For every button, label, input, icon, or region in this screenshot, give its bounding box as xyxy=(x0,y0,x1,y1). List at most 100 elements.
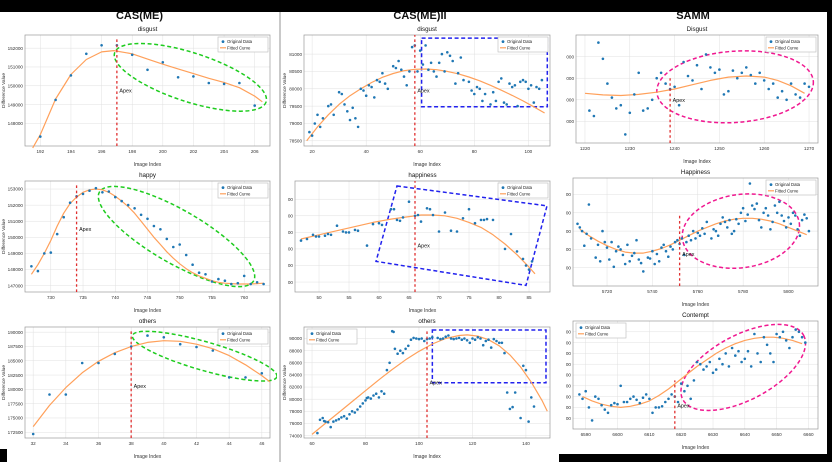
column-samm: SAMM Disgust 1220 1230 1240 1250 1260 1270 000 0… xyxy=(559,12,827,454)
tick-label: 81000 xyxy=(289,52,302,57)
tick-label: 46 xyxy=(259,441,265,446)
tick-label: 6610 xyxy=(644,432,655,437)
tick-label: 196 xyxy=(98,149,106,154)
plot-title: Contempt xyxy=(682,312,709,319)
tick-label: 90000 xyxy=(289,336,302,341)
column-casme: CAS(ME) disgust 192 194 196 198 200 202 204 206 1… xyxy=(0,10,279,462)
tick-label: 190000 xyxy=(8,330,24,335)
plot-title: others xyxy=(418,318,435,325)
scatter-points xyxy=(30,186,265,286)
legend-box xyxy=(217,328,269,345)
tick-label: 151000 xyxy=(8,219,24,224)
tick-label: 187500 xyxy=(8,344,24,349)
tick-label: 147000 xyxy=(8,283,24,288)
tick-label: 148000 xyxy=(8,121,24,126)
tick-label: 177500 xyxy=(8,401,24,406)
top-black-bar xyxy=(0,0,832,12)
x-axis-label: Image Index xyxy=(683,159,711,165)
legend-fitted-curve-label: Fitted Curve xyxy=(227,191,251,196)
y-axis-label: Difference Value xyxy=(1,73,7,108)
legend-fitted-curve-label: Fitted Curve xyxy=(227,337,251,342)
tick-label: 42 xyxy=(194,441,200,446)
legend-original-data-marker xyxy=(501,186,505,189)
annotation-ellipse xyxy=(680,323,807,412)
tick-label: 00 xyxy=(288,280,294,285)
tick-label: 6640 xyxy=(740,432,751,437)
tick-label: 00 xyxy=(566,405,572,410)
tick-label: 6590 xyxy=(581,432,592,437)
legend-original-data-marker xyxy=(769,183,773,186)
tick-label: 150000 xyxy=(8,83,24,88)
tick-label: 79500 xyxy=(289,104,302,109)
x-axis-label: Image Index xyxy=(134,308,162,314)
tick-label: 84000 xyxy=(289,373,302,378)
legend-box xyxy=(306,328,358,345)
legend-original-data-label: Original Data xyxy=(775,39,801,44)
legend-box xyxy=(217,36,269,53)
tick-label: 00 xyxy=(566,384,572,389)
legend-original-data-label: Original Data xyxy=(227,185,253,190)
scatter-points xyxy=(576,182,811,273)
tick-label: 198 xyxy=(128,149,136,154)
column-casme2: CAS(ME)II disgust 20 40 60 80 100 78500 79000 79… xyxy=(281,10,559,462)
x-axis-label: Image Index xyxy=(682,302,710,308)
y-axis-label: Difference Value xyxy=(282,365,288,400)
tick-label: 76000 xyxy=(289,421,302,426)
annotation-rotated-rect xyxy=(375,185,548,287)
x-axis-label: Image Index xyxy=(134,162,162,168)
plot-casme-disgust: disgust 192 194 196 198 200 202 204 206 148000 149… xyxy=(0,22,277,168)
plot-title: Happiness xyxy=(681,169,710,176)
plot-casme-others: others 32 34 36 38 40 42 44 46 172500 175000 177500… xyxy=(0,314,277,460)
legend-original-data-label: Original Data xyxy=(775,182,801,187)
tick-label: 5760 xyxy=(693,289,704,294)
scatter-points xyxy=(31,334,264,436)
tick-label: 1220 xyxy=(580,146,591,151)
tick-label: 735 xyxy=(79,295,87,300)
x-axis-label: Image Index xyxy=(413,454,441,460)
plot-casme2-happiness: happiness 50 55 60 65 70 75 80 85 00 00 00 00 00 00 Ima… xyxy=(281,168,557,314)
plot-title: others xyxy=(139,318,156,325)
tick-label: 755 xyxy=(208,295,216,300)
tick-label: 75 xyxy=(466,295,472,300)
apex-label: Apex xyxy=(79,227,92,233)
fitted-curve xyxy=(300,214,536,275)
tick-label: 34 xyxy=(63,441,69,446)
tick-label: 000 xyxy=(566,119,574,124)
tick-label: 202 xyxy=(190,149,198,154)
tick-label: 80 xyxy=(363,441,369,446)
tick-label: 148000 xyxy=(8,267,24,272)
apex-label: Apex xyxy=(134,384,147,390)
legend-fitted-curve-label: Fitted Curve xyxy=(775,45,799,50)
tick-label: 6630 xyxy=(708,432,719,437)
panel-casme2-happiness: happiness 50 55 60 65 70 75 80 85 00 00 00 00 00 00 Ima… xyxy=(281,168,559,314)
x-axis-label: Image Index xyxy=(413,162,441,168)
tick-label: 120 xyxy=(469,441,477,446)
tick-label: 00 xyxy=(566,340,572,345)
tick-label: 151000 xyxy=(8,65,24,70)
axes-border xyxy=(24,34,271,147)
panel-casme-others: others 32 34 36 38 40 42 44 46 172500 175000 177500… xyxy=(0,314,279,460)
legend-original-data-marker xyxy=(501,40,505,43)
tick-label: 00 xyxy=(566,373,572,378)
plot-title: disgust xyxy=(138,26,158,33)
scatter-points xyxy=(39,44,256,138)
tick-label: 760 xyxy=(240,295,248,300)
axes-border xyxy=(575,34,819,144)
plot-title: disgust xyxy=(417,26,437,33)
legend-fitted-curve-label: Fitted Curve xyxy=(227,45,251,50)
tick-label: 32 xyxy=(31,441,37,446)
legend-original-data-label: Original Data xyxy=(227,331,253,336)
y-axis-label: Difference Value xyxy=(282,73,288,108)
legend-original-data-label: Original Data xyxy=(227,39,253,44)
apex-label: Apex xyxy=(417,89,430,95)
tick-label: 60 xyxy=(376,295,382,300)
legend-original-data-marker xyxy=(769,40,773,43)
tick-label: 204 xyxy=(220,149,228,154)
tick-label: 000 xyxy=(566,54,574,59)
tick-label: 60 xyxy=(418,149,424,154)
legend-box xyxy=(765,36,817,53)
panel-casme-happy: happy 730 735 740 745 750 755 760 147000 148000 14… xyxy=(0,168,279,314)
legend-original-data-marker xyxy=(221,186,225,189)
tick-label: 100 xyxy=(525,149,533,154)
tick-label: 149000 xyxy=(8,251,24,256)
